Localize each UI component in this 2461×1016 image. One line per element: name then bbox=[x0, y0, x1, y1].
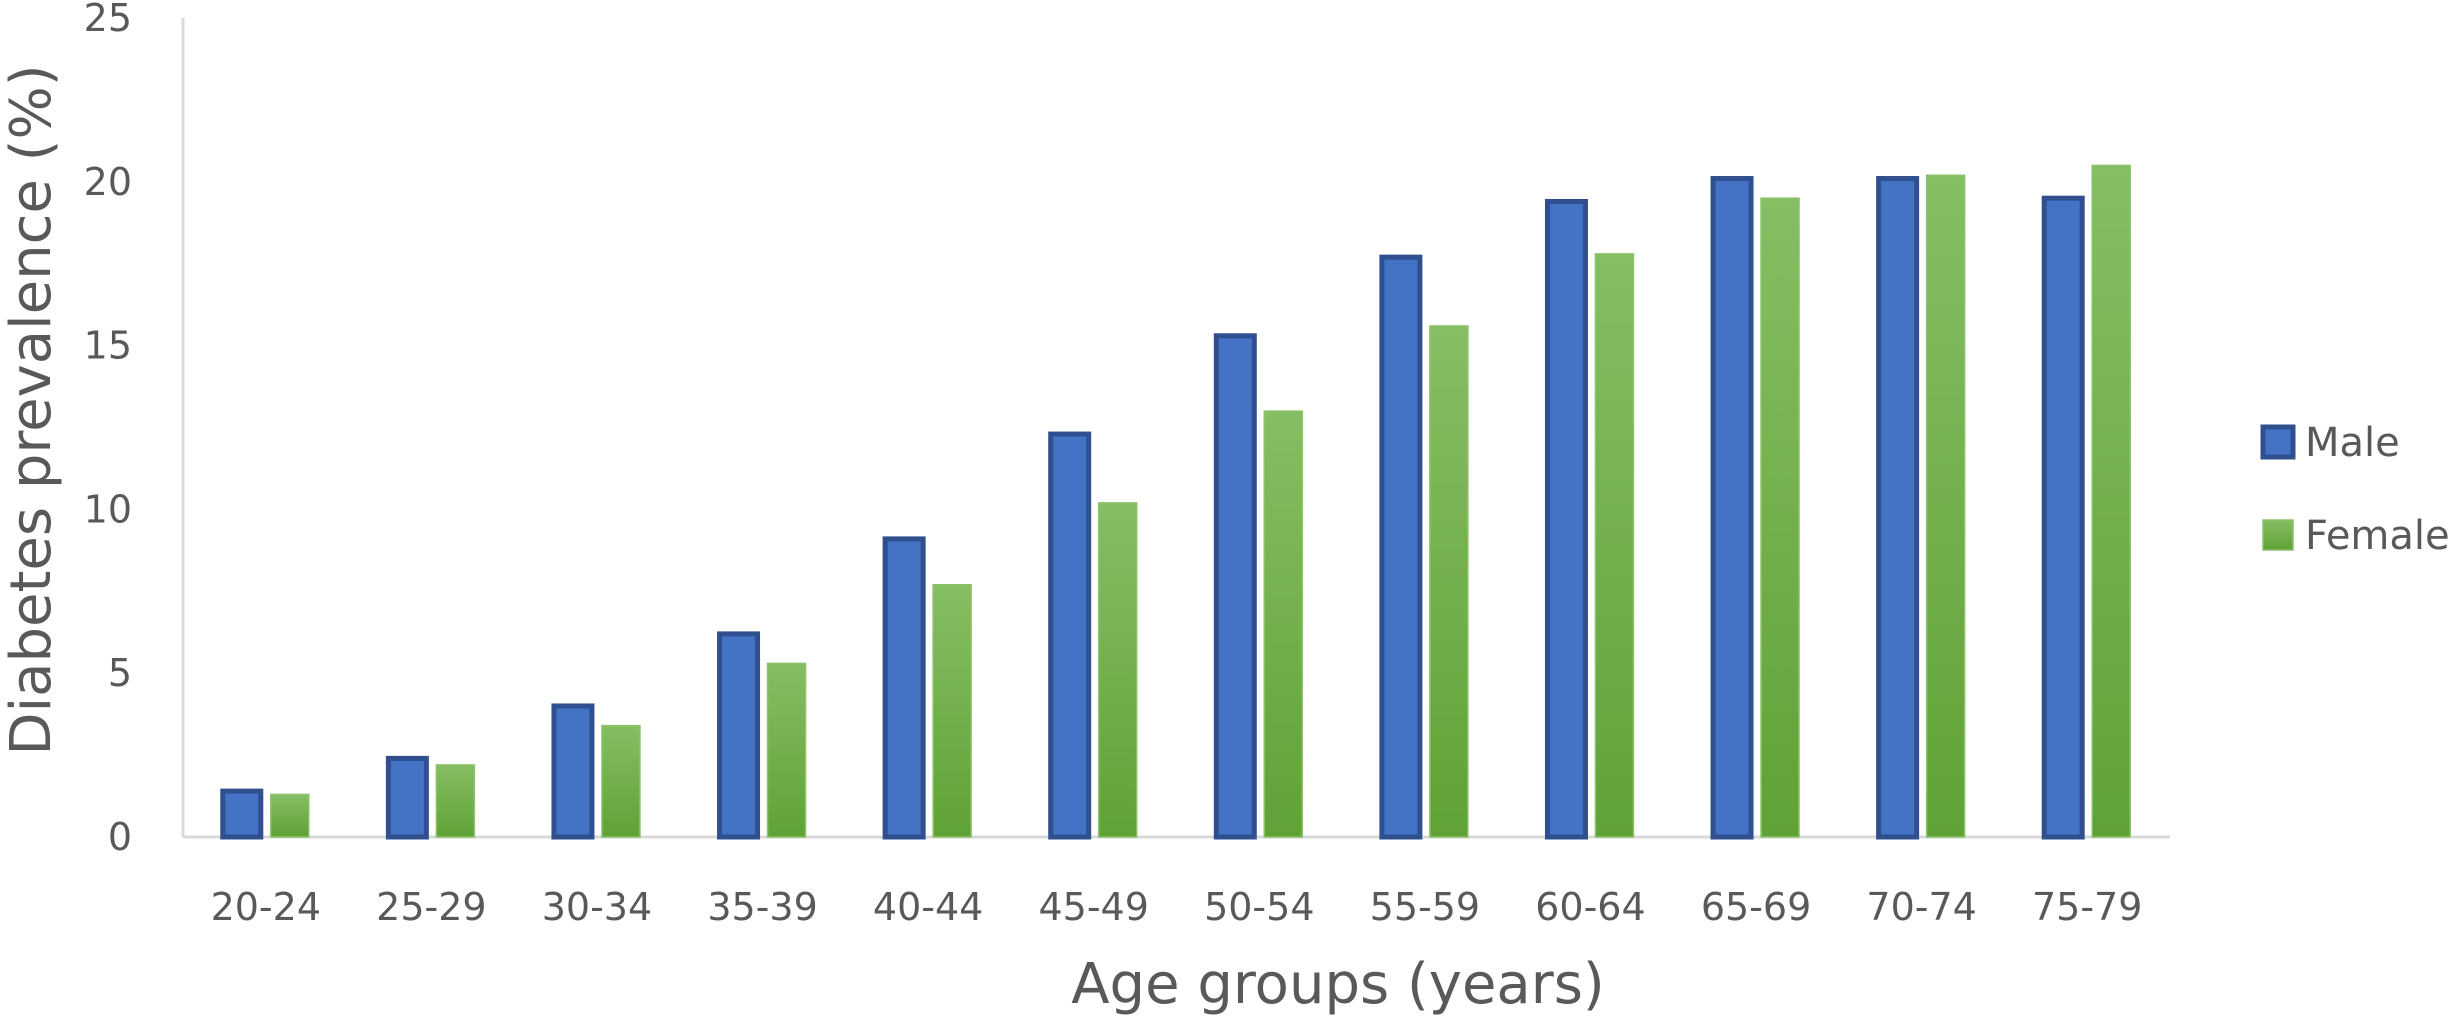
bar-female bbox=[1097, 502, 1138, 838]
x-tick-label: 25-29 bbox=[376, 885, 486, 929]
bar-male bbox=[2041, 195, 2085, 840]
x-tick-label: 70-74 bbox=[1866, 885, 1976, 929]
legend: Male Female bbox=[2260, 420, 2450, 559]
bar-female bbox=[1594, 253, 1635, 838]
bar-female bbox=[1429, 325, 1469, 838]
bar-male bbox=[220, 788, 264, 840]
bar-male bbox=[1710, 176, 1754, 840]
bar-female bbox=[766, 662, 807, 838]
legend-swatch-male bbox=[2260, 424, 2296, 460]
bars bbox=[220, 164, 2131, 840]
bar-male bbox=[882, 536, 926, 840]
x-tick-label: 40-44 bbox=[873, 885, 983, 929]
x-axis-title: Age groups (years) bbox=[1071, 952, 1605, 1016]
bar-female bbox=[2091, 164, 2131, 838]
x-tick-label: 30-34 bbox=[542, 885, 652, 929]
x-tick-label: 60-64 bbox=[1535, 885, 1645, 929]
y-axis-title: Diabetes prevalence (%) bbox=[0, 64, 64, 755]
bar-female bbox=[270, 793, 310, 838]
y-tick-label: 20 bbox=[84, 160, 132, 204]
y-tick-label: 25 bbox=[84, 0, 132, 40]
bar-male bbox=[1876, 176, 1920, 840]
legend-label-female: Female bbox=[2305, 513, 2450, 559]
bar-female bbox=[1760, 197, 1800, 838]
bar-female bbox=[435, 764, 476, 838]
x-axis: 20-24 25-29 30-34 35-39 40-44 45-49 50-54 55-59… bbox=[183, 835, 2170, 929]
legend-swatch-female bbox=[2262, 519, 2294, 551]
y-tick-label: 5 bbox=[108, 651, 132, 695]
bar-male bbox=[1544, 198, 1588, 840]
x-tick-label: 65-69 bbox=[1701, 885, 1811, 929]
bar-female bbox=[1263, 410, 1304, 838]
x-tick-label: 75-79 bbox=[2032, 885, 2142, 929]
x-tick-label: 45-49 bbox=[1038, 885, 1148, 929]
y-axis: 0 5 10 15 20 25 bbox=[84, 0, 185, 859]
bar-female bbox=[1925, 174, 1966, 838]
x-tick-label: 55-59 bbox=[1370, 885, 1480, 929]
bar-male bbox=[1379, 254, 1423, 840]
y-tick-label: 15 bbox=[84, 324, 132, 368]
bar-male bbox=[551, 703, 595, 840]
bar-male bbox=[717, 631, 761, 840]
y-tick-label: 10 bbox=[84, 487, 132, 531]
bar-female bbox=[601, 724, 641, 838]
bar-male bbox=[1048, 431, 1092, 840]
x-tick-label: 20-24 bbox=[211, 885, 321, 929]
legend-label-male: Male bbox=[2305, 420, 2400, 466]
x-tick-label: 35-39 bbox=[707, 885, 817, 929]
bar-female bbox=[932, 583, 972, 838]
bar-male bbox=[1213, 333, 1257, 840]
bar-male bbox=[385, 755, 429, 840]
x-tick-label: 50-54 bbox=[1204, 885, 1314, 929]
y-tick-label: 0 bbox=[108, 815, 132, 859]
